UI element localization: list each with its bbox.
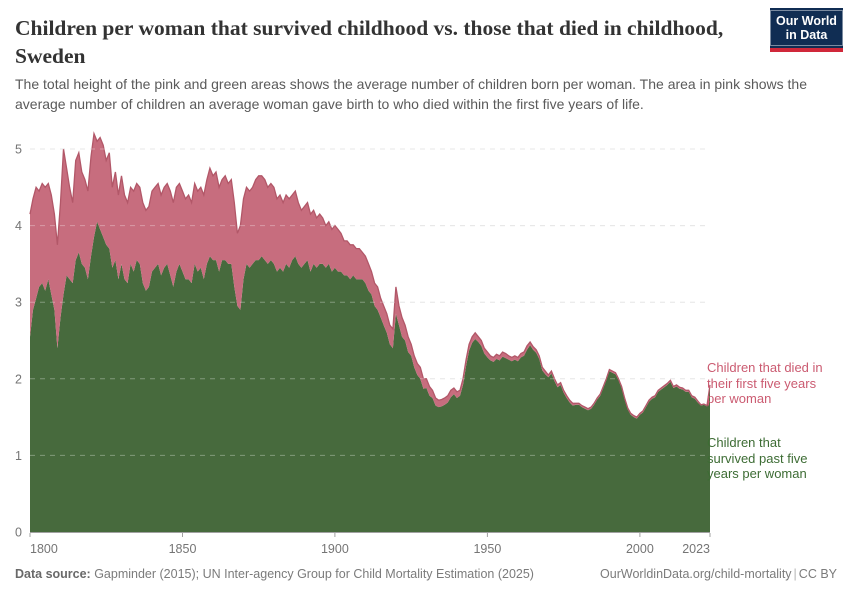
y-tick-label-5: 5 — [15, 143, 22, 157]
y-tick-label-3: 3 — [15, 296, 22, 310]
x-tick-label-1800: 1800 — [30, 542, 58, 556]
chart-subtitle: The total height of the pink and green a… — [15, 76, 807, 112]
owid-logo-accent-bar — [770, 48, 843, 52]
y-tick-label-4: 4 — [15, 219, 22, 233]
data-source-label: Data source: — [15, 567, 91, 581]
x-tick-label-1950: 1950 — [473, 542, 501, 556]
footer-license: OurWorldinData.org/child-mortality | CC BY — [600, 567, 837, 581]
x-tick-label-2023: 2023 — [682, 542, 710, 556]
x-tick-label-1900: 1900 — [321, 542, 349, 556]
y-tick-label-0: 0 — [15, 526, 22, 540]
legend-label-survived: Children that survived past five years p… — [707, 435, 808, 481]
license-label[interactable]: CC BY — [798, 567, 837, 581]
owid-logo-text: Our World in Data — [770, 10, 843, 46]
legend-label-died: Children that died in their first five y… — [707, 360, 823, 406]
data-source-text: Gapminder (2015); UN Inter-agency Group … — [90, 567, 534, 581]
total-top-line — [29, 131, 711, 418]
y-tick-label-1: 1 — [15, 449, 22, 463]
x-tick-label-2000: 2000 — [626, 542, 654, 556]
chart-title: Children per woman that survived childho… — [15, 16, 724, 68]
survived-area[interactable] — [30, 221, 710, 533]
died-area[interactable] — [30, 133, 710, 419]
y-tick-label-2: 2 — [15, 372, 22, 386]
footer-separator: | — [793, 567, 797, 581]
owid-logo[interactable]: Our World in Data — [770, 8, 843, 48]
x-tick-label-1850: 1850 — [169, 542, 197, 556]
data-source-note: Data source: Gapminder (2015); UN Inter-… — [15, 567, 534, 581]
owid-url-link[interactable]: OurWorldinData.org/child-mortality — [600, 567, 792, 581]
